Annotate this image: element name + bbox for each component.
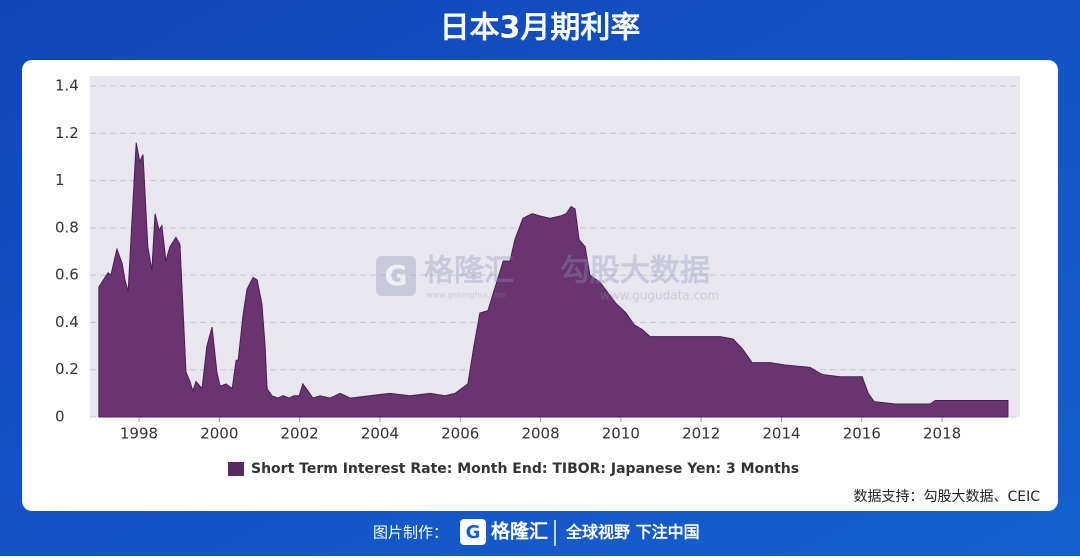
- footer-logo-letter: G: [466, 522, 481, 543]
- y-tick-label: 0.8: [55, 218, 79, 236]
- footer-logo: 格隆汇: [491, 520, 548, 543]
- x-tick-label: 2008: [521, 425, 559, 443]
- watermark-logo-letter: G: [385, 259, 408, 292]
- source: 数据支持：勾股大数据、CEIC: [853, 489, 1040, 505]
- watermark-logo: [376, 256, 416, 296]
- y-tick-label: 0.2: [55, 360, 79, 378]
- watermark-brand: 格隆汇: [424, 254, 514, 289]
- x-tick-label: 2000: [200, 425, 238, 443]
- legend-label: Short Term Interest Rate: Month End: TIB…: [251, 461, 799, 477]
- x-tick-label: 2018: [923, 425, 961, 443]
- x-tick-label: 2012: [682, 425, 720, 443]
- y-tick-label: 1.2: [55, 124, 79, 142]
- x-tick-label: 1998: [120, 425, 158, 443]
- chart-title: 日本3月期利率: [440, 11, 641, 46]
- y-tick-label: 1.4: [55, 77, 79, 95]
- x-tick-label: 2004: [361, 425, 399, 443]
- y-tick-label: 0.4: [55, 313, 79, 331]
- y-tick-label: 0: [55, 408, 65, 426]
- area: [98, 142, 1009, 418]
- watermark-partner: 勾股大数据: [560, 254, 710, 289]
- watermark-brand-url: www.gelonghui.com: [426, 291, 507, 300]
- watermark-partner-url: www.gugudata.com: [600, 289, 719, 303]
- x-tick-label: 2002: [281, 425, 319, 443]
- watermark: G 格隆汇 www.gelonghui.com 勾股大数据 www.guguda…: [376, 254, 719, 303]
- footer-slogan: 全球视野 下注中国: [565, 523, 700, 542]
- x-tick-label: 2016: [843, 425, 881, 443]
- x-tick-label: 2014: [762, 425, 800, 443]
- footer-logo-icon: [460, 519, 486, 545]
- y-tick-label: 1: [55, 171, 65, 189]
- footer-made-by: 图片制作：: [373, 524, 448, 542]
- y-tick-label: 0.6: [55, 266, 79, 284]
- x-tick-label: 2006: [441, 425, 479, 443]
- x-tick-label: 2010: [602, 425, 640, 443]
- legend-swatch: [228, 462, 244, 476]
